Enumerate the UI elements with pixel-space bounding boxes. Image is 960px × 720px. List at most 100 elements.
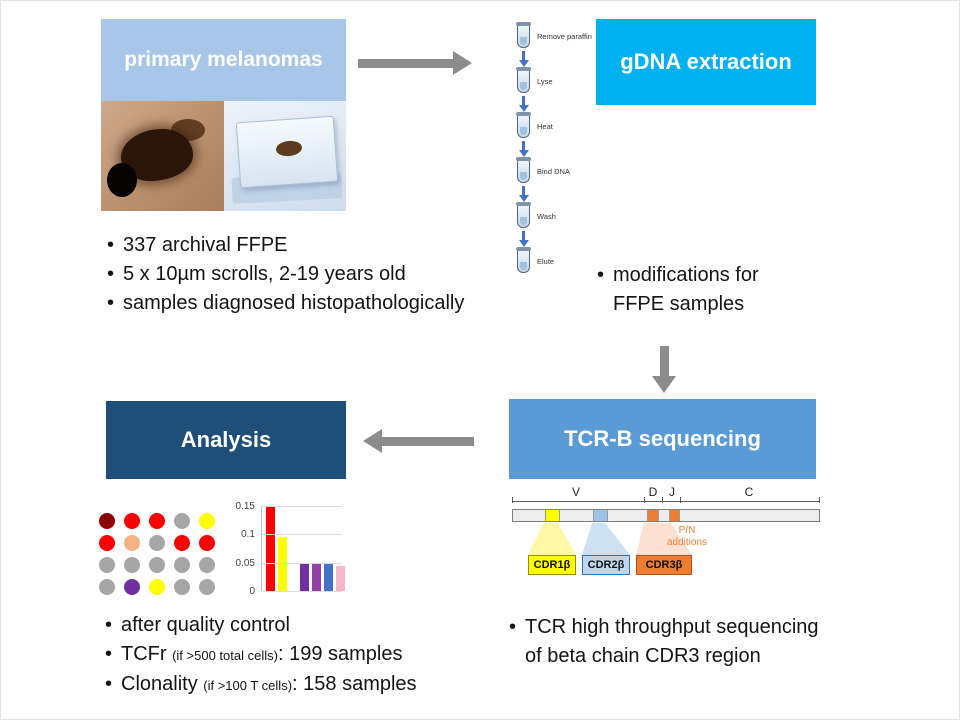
segment-label-j: J (669, 485, 675, 499)
cdr2-gene-segment (593, 510, 608, 521)
bullet-line: • Clonality (if >100 T cells): 158 sampl… (105, 670, 525, 700)
segment-tick (644, 497, 645, 503)
segment-tick (512, 497, 513, 503)
bullet-marker: • (105, 643, 113, 665)
segment-label-d: D (648, 485, 658, 499)
dot (99, 535, 115, 551)
down-arrow-icon (517, 231, 530, 247)
gdna-notes: • modifications for FFPE samples (597, 261, 827, 319)
analysis-box: Analysis (106, 401, 346, 479)
y-tick-label: 0.1 (241, 529, 255, 541)
tube-icon (516, 157, 531, 183)
bullet-line: • samples diagnosed histopathologically (107, 289, 527, 318)
dot (99, 579, 115, 595)
bullet-text: TCR high throughput sequencing (525, 616, 819, 638)
gdna-protocol: Remove paraffin Lyse Heat Bind DNA Wash … (516, 22, 592, 273)
pn-line: P/N (678, 525, 696, 536)
bullet-marker: • (107, 292, 115, 314)
arrow-left-icon (363, 429, 382, 453)
dot (174, 579, 190, 595)
dot (149, 579, 165, 595)
melanoma-photo (101, 101, 224, 211)
bullet-text: TCFr (if >500 total cells): 199 samples (121, 640, 402, 670)
bullet-marker: • (509, 616, 517, 638)
dot (174, 535, 190, 551)
dot (149, 557, 165, 573)
gridline (262, 534, 342, 536)
dot-grid (99, 513, 215, 595)
y-axis: 0.15 0.1 0.05 0 (231, 501, 257, 597)
segment-tick (662, 497, 663, 503)
tube-icon (516, 67, 531, 93)
dot (99, 513, 115, 529)
analysis-label: Analysis (180, 427, 272, 452)
dot (124, 579, 140, 595)
bullet-line: • modifications for (597, 261, 827, 290)
protocol-step: Remove paraffin (516, 22, 592, 48)
tcrb-sequencing-box: TCR-B sequencing (509, 399, 816, 479)
protocol-step: Wash (516, 202, 592, 228)
dot (99, 557, 115, 573)
primary-melanomas-label: primary melanomas (124, 48, 323, 71)
cdr1-zoom-shape (528, 523, 576, 555)
cdr2-zoom-shape (582, 523, 630, 555)
clonality-lead: Clonality (121, 673, 204, 695)
protocol-step: Lyse (516, 67, 592, 93)
dot (199, 513, 215, 529)
bullet-marker: • (107, 234, 115, 256)
pn-line: additions (666, 537, 708, 548)
segment-label-v: V (571, 485, 581, 499)
bar (312, 562, 321, 591)
bullet-text: 5 x 10µm scrolls, 2-19 years old (123, 263, 406, 285)
dot (174, 557, 190, 573)
tcr-gene-diagram: V D J C P/N additions CDR1β CDR2β CDR3β (506, 485, 826, 599)
protocol-step: Heat (516, 112, 592, 138)
segment-label-c: C (744, 485, 754, 499)
y-tick-label: 0 (249, 586, 255, 597)
bullet-marker: • (107, 263, 115, 285)
bullet-marker: • (597, 264, 605, 286)
cdr1-gene-segment (545, 510, 560, 521)
bar (266, 506, 275, 591)
dot (124, 557, 140, 573)
gridline (262, 562, 342, 564)
tcr-notes: • TCR high throughput sequencing of beta… (509, 613, 869, 671)
melanoma-lesion-shape (107, 163, 137, 197)
gdna-extraction-label: gDNA extraction (620, 49, 792, 74)
tube-icon (516, 247, 531, 273)
tube-icon (516, 112, 531, 138)
arrow-right-shaft (358, 59, 454, 68)
arrow-down-shaft (660, 346, 669, 377)
protocol-step: Elute (516, 247, 592, 273)
down-arrow-icon (517, 141, 530, 157)
gene-bar (512, 509, 820, 522)
bar (300, 562, 309, 591)
protocol-step-label: Heat (537, 122, 553, 131)
bullet-marker: • (105, 673, 113, 695)
down-arrow-icon (517, 186, 530, 202)
tube-icon (516, 202, 531, 228)
protocol-step-label: Lyse (537, 77, 553, 86)
bullet-text: FFPE samples (613, 293, 745, 315)
bullet-text: samples diagnosed histopathologically (123, 292, 465, 314)
clonality-condition: (if >100 T cells) (203, 678, 293, 693)
segment-scale-line (512, 501, 820, 502)
down-arrow-icon (517, 96, 530, 112)
bar (278, 537, 287, 591)
y-tick-label: 0.15 (235, 501, 255, 512)
cdr3-box: CDR3β (636, 555, 692, 575)
tcfr-condition: (if >500 total cells) (172, 648, 278, 663)
sample-notes: • 337 archival FFPE • 5 x 10µm scrolls, … (107, 231, 527, 318)
bullet-text: Clonality (if >100 T cells): 158 samples (121, 670, 417, 700)
dot (174, 513, 190, 529)
sample-images (101, 101, 346, 211)
j-gene-segment (669, 510, 680, 521)
bar-plot (261, 506, 345, 592)
protocol-step-label: Remove paraffin (537, 32, 592, 41)
analysis-notes: • after quality control • TCFr (if >500 … (105, 611, 525, 700)
segment-tick (680, 497, 681, 503)
cdr1-box: CDR1β (528, 555, 576, 575)
bullet-line: • TCR high throughput sequencing (509, 613, 869, 642)
segment-tick (819, 497, 820, 503)
